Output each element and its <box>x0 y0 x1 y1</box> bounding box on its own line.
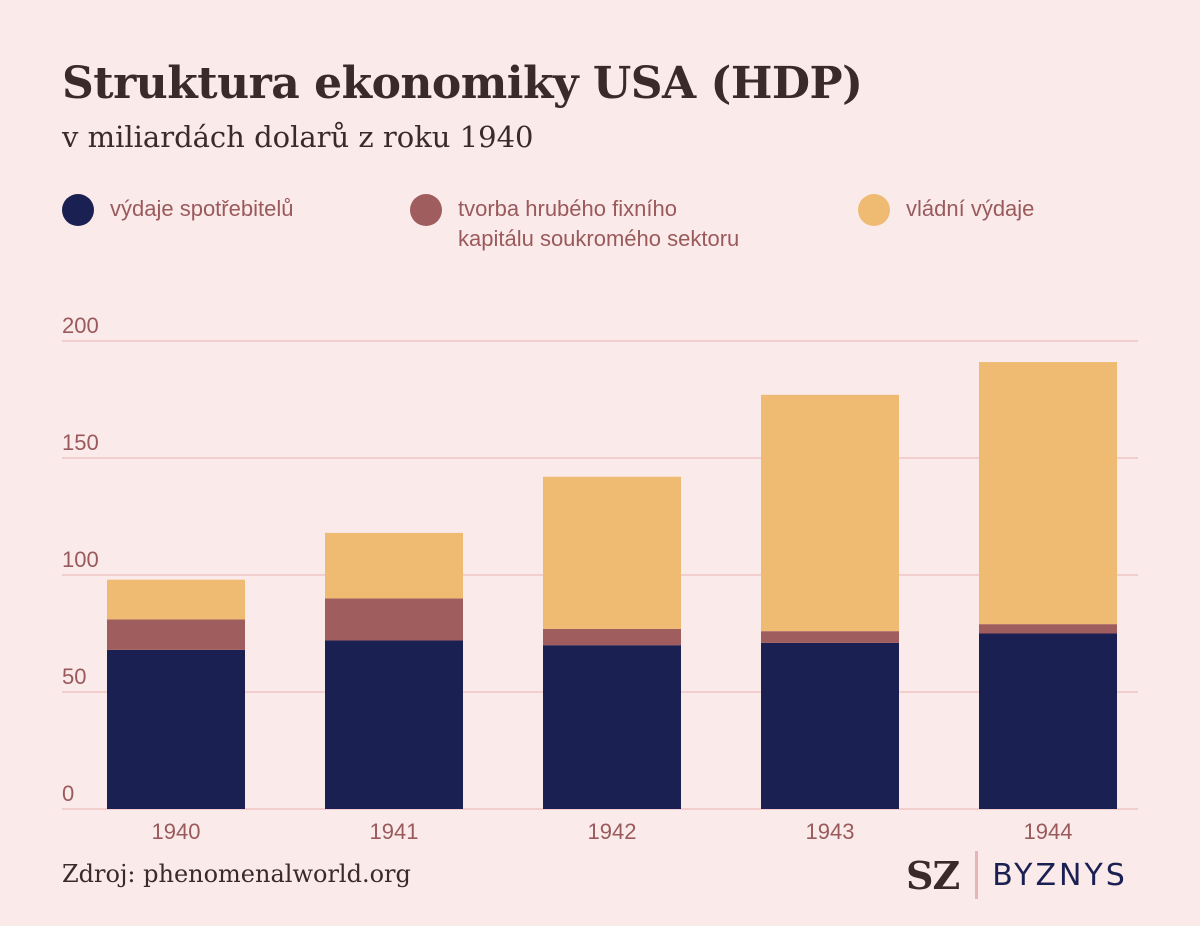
bar-1943-series-1 <box>761 631 899 643</box>
chart-title: Struktura ekonomiky USA (HDP) <box>62 58 863 109</box>
bar-1944-series-0 <box>979 633 1117 809</box>
bar-1941-series-2 <box>325 532 463 599</box>
bar-1942-series-2 <box>543 476 681 629</box>
x-tick-label-1940: 1940 <box>152 819 201 844</box>
legend-swatch-government-spending <box>858 194 890 226</box>
legend-item-consumer-spending: výdaje spotřebitelů <box>62 194 293 226</box>
source-note: Zdroj: phenomenalworld.org <box>62 860 411 888</box>
legend-item-private-investment: tvorba hrubého fixního kapitálu soukromé… <box>410 194 739 254</box>
bar-1942-series-0 <box>543 645 681 809</box>
y-tick-label-200: 200 <box>62 313 99 338</box>
x-tick-label-1941: 1941 <box>370 819 419 844</box>
legend-label-private-investment: tvorba hrubého fixního kapitálu soukromé… <box>458 196 740 251</box>
legend-swatch-consumer-spending <box>62 194 94 226</box>
bar-1941-series-1 <box>325 598 463 641</box>
bar-1944-series-2 <box>979 362 1117 625</box>
x-tick-label-1942: 1942 <box>588 819 637 844</box>
bar-1940-series-0 <box>107 649 245 809</box>
legend-item-government-spending: vládní výdaje <box>858 194 1034 226</box>
bar-1940-series-2 <box>107 579 245 620</box>
chart-subtitle: v miliardách dolarů z roku 1940 <box>62 120 534 154</box>
brand-logo-byznys: BYZNYS <box>992 857 1128 893</box>
bar-1941-series-0 <box>325 640 463 809</box>
legend-label-government-spending: vládní výdaje <box>906 196 1035 221</box>
bar-1943-series-2 <box>761 394 899 632</box>
y-tick-label-50: 50 <box>62 664 86 689</box>
stacked-bar-chart: 0 50 100 150 200 1940 1941 1942 1943 1944 <box>62 313 1138 844</box>
legend-swatch-private-investment <box>410 194 442 226</box>
y-tick-label-0: 0 <box>62 781 74 806</box>
y-tick-label-150: 150 <box>62 430 99 455</box>
brand-divider <box>975 851 979 899</box>
brand-logo: SZ BYZNYS <box>906 850 1128 900</box>
x-tick-label-1943: 1943 <box>806 819 855 844</box>
bar-1944-series-1 <box>979 624 1117 634</box>
legend-label-consumer-spending: výdaje spotřebitelů <box>110 196 294 221</box>
bar-1942-series-1 <box>543 628 681 646</box>
y-tick-label-100: 100 <box>62 547 99 572</box>
bar-1943-series-0 <box>761 642 899 809</box>
x-tick-label-1944: 1944 <box>1024 819 1073 844</box>
bar-1940-series-1 <box>107 619 245 650</box>
brand-logo-sz: SZ <box>906 852 960 898</box>
